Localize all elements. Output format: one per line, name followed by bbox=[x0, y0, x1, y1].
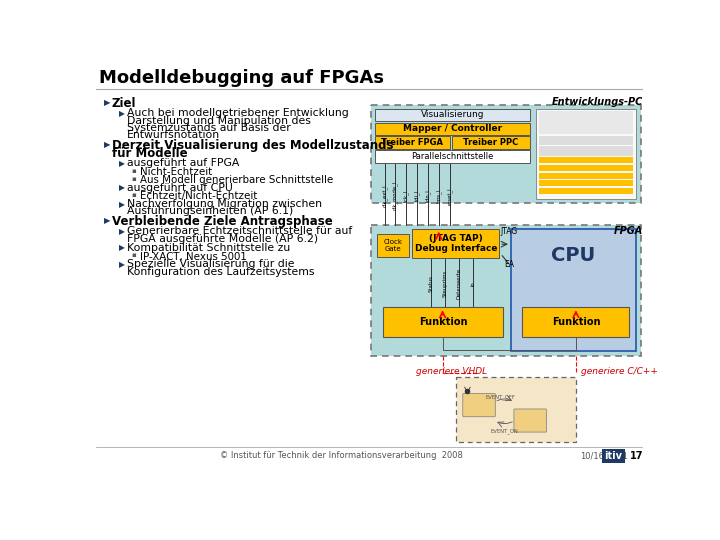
Text: ▪: ▪ bbox=[132, 252, 137, 258]
Text: ▪: ▪ bbox=[132, 168, 137, 174]
Text: tms_l: tms_l bbox=[436, 188, 441, 203]
Text: tdo_l: tdo_l bbox=[425, 190, 431, 202]
Text: Visualisierung: Visualisierung bbox=[421, 110, 485, 119]
Text: Funktion: Funktion bbox=[419, 317, 467, 327]
Text: ▶: ▶ bbox=[120, 200, 125, 209]
Text: 10/16/2021: 10/16/2021 bbox=[580, 451, 628, 461]
FancyBboxPatch shape bbox=[377, 234, 409, 257]
FancyBboxPatch shape bbox=[510, 229, 636, 351]
FancyBboxPatch shape bbox=[463, 394, 495, 417]
Text: Entwurfsnotation: Entwurfsnotation bbox=[127, 130, 220, 140]
Text: JTAG: JTAG bbox=[500, 226, 518, 235]
Text: tck_l: tck_l bbox=[403, 190, 409, 202]
FancyBboxPatch shape bbox=[375, 137, 449, 148]
Text: generiere VHDL: generiere VHDL bbox=[415, 367, 487, 376]
Text: Auch bei modellgetriebener Entwicklung: Auch bei modellgetriebener Entwicklung bbox=[127, 109, 349, 118]
Text: ▶: ▶ bbox=[104, 216, 110, 225]
Text: ▶: ▶ bbox=[120, 227, 125, 237]
Text: Clock
Gate: Clock Gate bbox=[384, 239, 402, 252]
Text: itiv: itiv bbox=[604, 451, 622, 461]
Text: ▪: ▪ bbox=[132, 192, 137, 198]
Text: clk_ext_l: clk_ext_l bbox=[382, 184, 388, 207]
FancyBboxPatch shape bbox=[375, 123, 530, 135]
Text: Treiber PPC: Treiber PPC bbox=[464, 138, 518, 147]
Bar bbox=[601, 449, 625, 463]
Text: EVENT_ON: EVENT_ON bbox=[491, 428, 518, 434]
Text: Modelldebugging auf FPGAs: Modelldebugging auf FPGAs bbox=[99, 69, 384, 86]
FancyBboxPatch shape bbox=[372, 105, 641, 204]
Bar bbox=[539, 146, 634, 156]
Text: Nachverfolgung Migration zwischen: Nachverfolgung Migration zwischen bbox=[127, 199, 323, 209]
FancyBboxPatch shape bbox=[375, 109, 530, 121]
Text: © Institut für Technik der Informationsverarbeitung  2008: © Institut für Technik der Informationsv… bbox=[220, 451, 463, 461]
Text: clk_mode_l: clk_mode_l bbox=[392, 181, 398, 210]
Text: Datenwerte: Datenwerte bbox=[456, 268, 462, 299]
FancyBboxPatch shape bbox=[536, 109, 636, 199]
Text: Mapper / Controller: Mapper / Controller bbox=[403, 124, 503, 133]
Text: ausgeführt auf FPGA: ausgeführt auf FPGA bbox=[127, 158, 240, 168]
Text: ▶: ▶ bbox=[120, 184, 125, 192]
Text: Kompatibilität Schnittstelle zu: Kompatibilität Schnittstelle zu bbox=[127, 242, 290, 253]
FancyBboxPatch shape bbox=[514, 409, 546, 432]
Text: Derzeit Visualisierung des Modellzustands: Derzeit Visualisierung des Modellzustand… bbox=[112, 139, 393, 152]
Text: IP-XACT, Nexus 5001: IP-XACT, Nexus 5001 bbox=[140, 252, 246, 261]
Bar bbox=[539, 157, 634, 164]
Text: Treiber FPGA: Treiber FPGA bbox=[382, 138, 444, 147]
Text: Funktion: Funktion bbox=[552, 317, 600, 327]
Text: CPU: CPU bbox=[552, 246, 595, 265]
Text: ausgeführt auf CPU: ausgeführt auf CPU bbox=[127, 183, 233, 193]
Text: Echtzeit/Nicht-Echtzeit: Echtzeit/Nicht-Echtzeit bbox=[140, 192, 257, 201]
Text: Parallelschnittstelle: Parallelschnittstelle bbox=[412, 152, 494, 161]
Text: Konfiguration des Laufzeitsystems: Konfiguration des Laufzeitsystems bbox=[127, 267, 315, 276]
Text: io: io bbox=[470, 281, 475, 286]
Text: Ziel: Ziel bbox=[112, 97, 136, 110]
Text: Aus Modell generierbare Schnittstelle: Aus Modell generierbare Schnittstelle bbox=[140, 175, 333, 185]
Text: FPGA: FPGA bbox=[613, 226, 642, 237]
Text: für Modelle: für Modelle bbox=[112, 147, 187, 160]
Text: Systemzustands auf Basis der: Systemzustands auf Basis der bbox=[127, 123, 291, 133]
Text: 17: 17 bbox=[630, 451, 644, 461]
FancyBboxPatch shape bbox=[375, 150, 530, 163]
Text: Steuprims: Steuprims bbox=[443, 270, 447, 297]
Text: Generierbare Echtzeitschnittstelle für auf: Generierbare Echtzeitschnittstelle für a… bbox=[127, 226, 353, 237]
FancyBboxPatch shape bbox=[523, 307, 629, 336]
Text: tdi_l: tdi_l bbox=[414, 190, 420, 201]
Text: EVENT_OFF: EVENT_OFF bbox=[486, 394, 516, 400]
Text: (JTAG TAP)
Debug Interface: (JTAG TAP) Debug Interface bbox=[415, 234, 497, 253]
Text: generiere C/C++: generiere C/C++ bbox=[581, 367, 658, 376]
Text: Ausführungseinheiten (AP 6.1): Ausführungseinheiten (AP 6.1) bbox=[127, 206, 294, 217]
Text: Spezielle Visualisierung für die: Spezielle Visualisierung für die bbox=[127, 259, 294, 269]
Text: Status: Status bbox=[428, 275, 433, 292]
Bar bbox=[539, 136, 634, 145]
Bar bbox=[539, 188, 634, 194]
Bar bbox=[539, 165, 634, 171]
Text: ▶: ▶ bbox=[120, 159, 125, 168]
FancyBboxPatch shape bbox=[413, 229, 499, 258]
Text: reset_l: reset_l bbox=[446, 187, 452, 205]
FancyBboxPatch shape bbox=[372, 225, 641, 356]
Text: ▶: ▶ bbox=[104, 98, 110, 107]
Text: Verbleibende Ziele Antragsphase: Verbleibende Ziele Antragsphase bbox=[112, 215, 333, 228]
Text: ▪: ▪ bbox=[132, 176, 137, 181]
Text: ▶: ▶ bbox=[104, 140, 110, 149]
Text: EA: EA bbox=[504, 260, 514, 268]
Text: Entwicklungs-PC: Entwicklungs-PC bbox=[552, 97, 642, 107]
Text: FPGA ausgeführte Modelle (AP 6.2): FPGA ausgeführte Modelle (AP 6.2) bbox=[127, 234, 318, 244]
Bar bbox=[539, 173, 634, 179]
Text: Nicht-Echtzeit: Nicht-Echtzeit bbox=[140, 167, 212, 177]
Text: ▶: ▶ bbox=[120, 260, 125, 269]
Bar bbox=[539, 180, 634, 186]
Text: Darstellung und Manipulation des: Darstellung und Manipulation des bbox=[127, 116, 311, 126]
FancyBboxPatch shape bbox=[452, 137, 530, 148]
Text: ▶: ▶ bbox=[120, 244, 125, 252]
Bar bbox=[539, 111, 634, 134]
FancyBboxPatch shape bbox=[383, 307, 503, 336]
Text: ▶: ▶ bbox=[120, 109, 125, 118]
FancyBboxPatch shape bbox=[456, 377, 576, 442]
